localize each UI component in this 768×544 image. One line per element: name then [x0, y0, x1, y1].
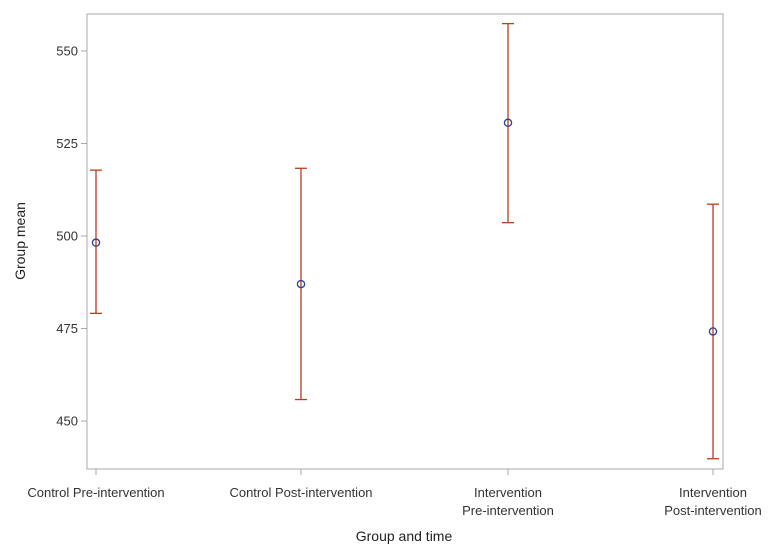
x-tick-label: Control Pre-intervention: [27, 485, 164, 500]
y-axis: 450 475 500 525 550: [56, 44, 87, 429]
y-tick-label: 550: [56, 44, 78, 59]
x-tick-label: Intervention Pre-intervention: [462, 485, 554, 518]
x-tick-label: Control Post-intervention: [229, 485, 372, 500]
x-axis: Control Pre-intervention Control Post-int…: [27, 469, 762, 518]
y-axis-title: Group mean: [12, 202, 28, 280]
y-tick-label: 500: [56, 229, 78, 244]
mean-point: [91, 238, 101, 247]
x-tick-label: Intervention Post-intervention: [664, 485, 762, 518]
mean-point: [503, 118, 513, 128]
mean-point: [296, 279, 306, 289]
plot-area: [90, 22, 719, 460]
mean-point: [708, 327, 718, 336]
y-tick-label: 525: [56, 136, 78, 151]
x-axis-title: Group and time: [356, 528, 453, 544]
y-tick-label: 450: [56, 414, 78, 429]
plot-frame: [86, 13, 724, 470]
y-tick-label: 475: [56, 321, 78, 336]
